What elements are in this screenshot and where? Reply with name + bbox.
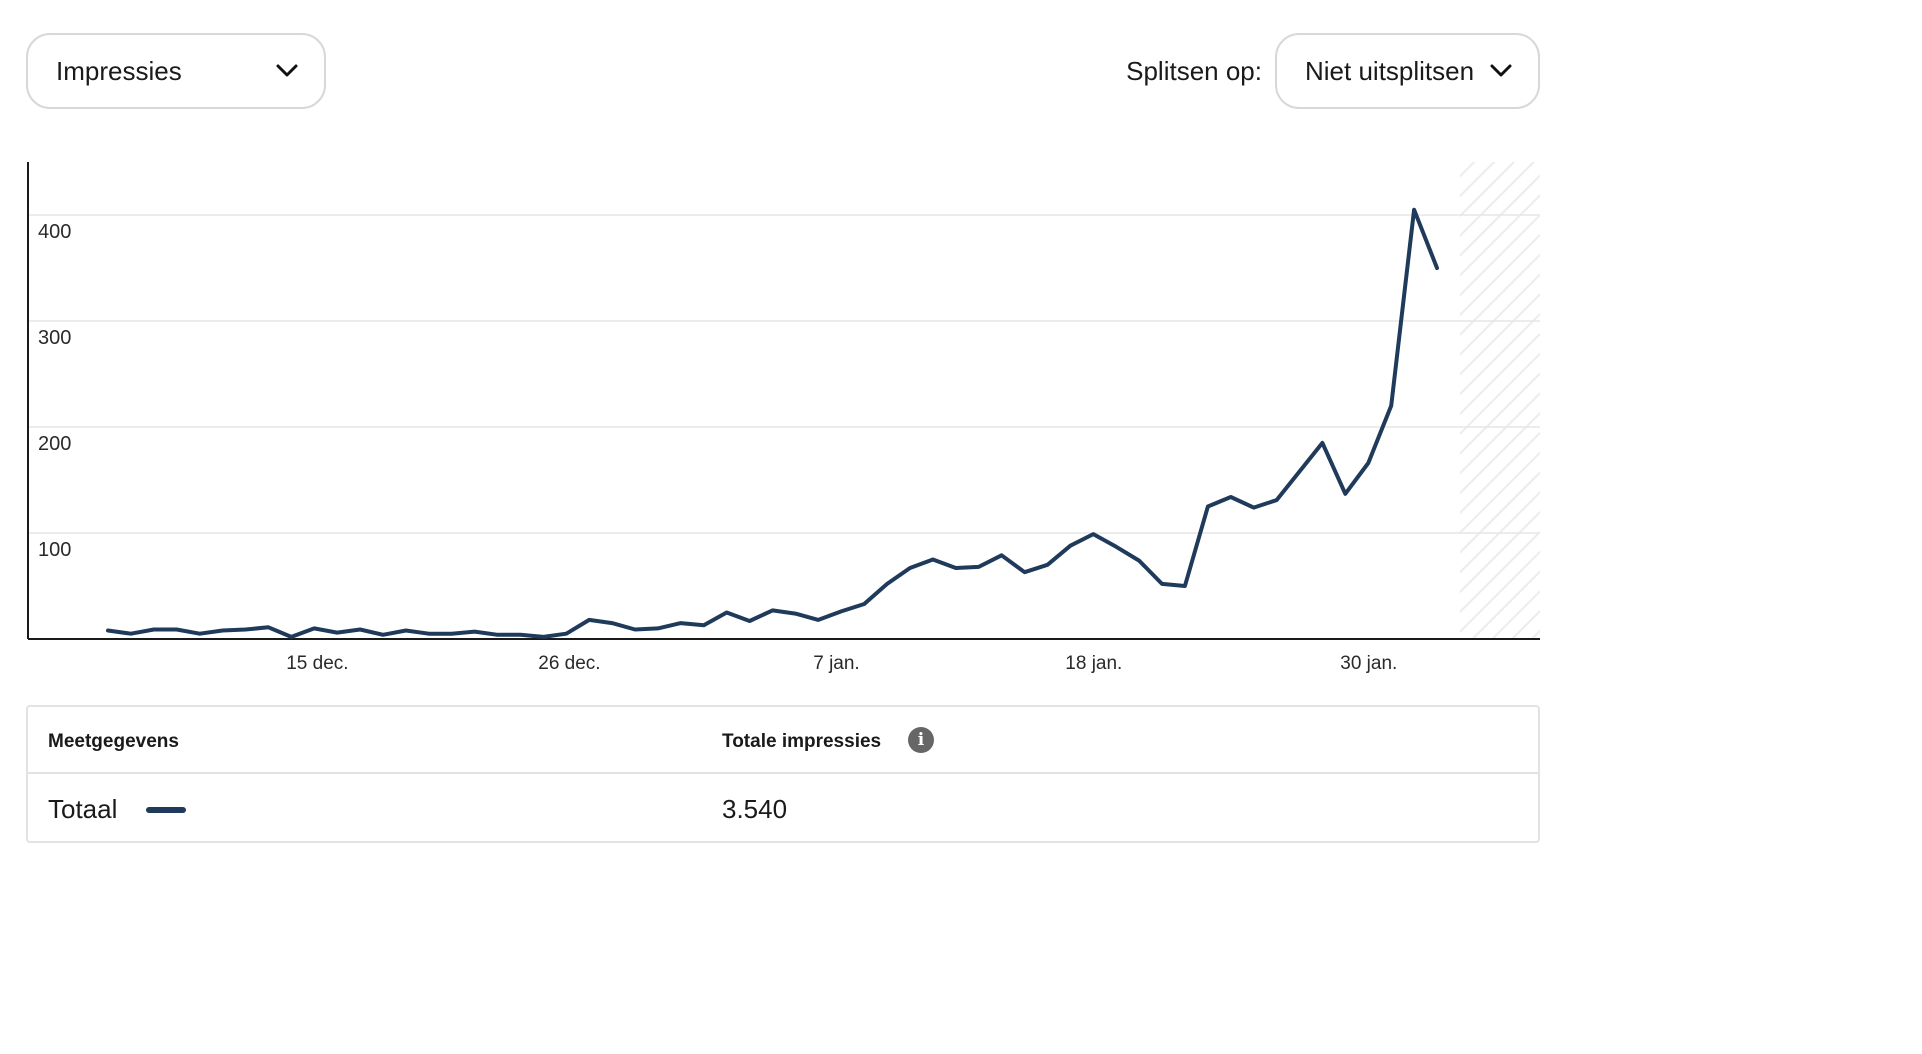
data-point[interactable]: [1274, 497, 1280, 503]
table-header-row: Meetgegevens Totale impressies i: [28, 707, 1538, 774]
split-by-dropdown-label: Niet uitsplitsen: [1305, 55, 1475, 86]
data-point[interactable]: [1067, 543, 1073, 549]
data-point[interactable]: [861, 601, 867, 607]
data-point[interactable]: [747, 618, 753, 624]
data-point[interactable]: [884, 581, 890, 587]
data-point[interactable]: [265, 624, 271, 630]
gridlines: [28, 214, 1540, 534]
chevron-down-icon: [1488, 58, 1514, 84]
data-point[interactable]: [563, 631, 569, 637]
data-point[interactable]: [1388, 403, 1394, 409]
data-point[interactable]: [999, 552, 1005, 558]
row-value-total: 3.540: [722, 794, 788, 824]
x-tick-label: 15 dec.: [286, 653, 348, 674]
data-point[interactable]: [517, 632, 523, 638]
legend-line-swatch: [146, 807, 186, 813]
data-point[interactable]: [1044, 562, 1050, 568]
data-point[interactable]: [472, 629, 478, 635]
data-point[interactable]: [815, 617, 821, 623]
data-point[interactable]: [151, 626, 157, 632]
data-point[interactable]: [220, 628, 226, 634]
data-point[interactable]: [449, 631, 455, 637]
data-point[interactable]: [976, 564, 982, 570]
metrics-table: Meetgegevens Totale impressies i Totaal …: [26, 705, 1540, 843]
series-line-totaal: [106, 207, 1439, 639]
metric-dropdown[interactable]: Impressies: [26, 33, 326, 109]
y-axis-ticks: 100 200 300 400: [38, 221, 71, 561]
data-point[interactable]: [540, 634, 546, 640]
data-point[interactable]: [907, 565, 913, 571]
x-tick-label: 30 jan.: [1340, 653, 1397, 674]
data-point[interactable]: [953, 565, 959, 571]
data-point[interactable]: [1297, 469, 1303, 475]
data-point[interactable]: [1342, 491, 1348, 497]
header-total-impressions: Totale impressies: [722, 731, 882, 752]
data-point[interactable]: [1411, 207, 1417, 213]
data-point[interactable]: [1159, 581, 1165, 587]
data-point[interactable]: [1365, 460, 1371, 466]
data-point[interactable]: [1090, 531, 1096, 537]
data-point[interactable]: [655, 625, 661, 631]
data-point[interactable]: [1136, 558, 1142, 564]
impressions-chart: 100 200 300 400 15 dec. 26 dec. 7 jan. 18 jan.…: [0, 150, 1560, 690]
table-row: Totaal 3.540: [28, 774, 1538, 843]
data-point[interactable]: [632, 626, 638, 632]
data-point[interactable]: [426, 631, 432, 637]
x-tick-label: 18 jan.: [1065, 653, 1122, 674]
metric-dropdown-label: Impressies: [56, 55, 182, 86]
data-point[interactable]: [288, 634, 294, 640]
data-point[interactable]: [1022, 569, 1028, 575]
data-point[interactable]: [770, 607, 776, 613]
data-point[interactable]: [701, 622, 707, 628]
info-icon[interactable]: i: [908, 727, 934, 753]
chevron-down-icon: [274, 58, 300, 84]
future-period-hatch: [1460, 162, 1540, 639]
data-point[interactable]: [174, 626, 180, 632]
series-group: [105, 207, 1440, 640]
header-metrics: Meetgegevens: [48, 731, 179, 752]
x-tick-label: 26 dec.: [538, 653, 600, 674]
data-point[interactable]: [311, 625, 317, 631]
x-axis-ticks: 15 dec. 26 dec. 7 jan. 18 jan. 30 jan.: [286, 653, 1397, 674]
data-point[interactable]: [1113, 544, 1119, 550]
data-point[interactable]: [380, 632, 386, 638]
data-point[interactable]: [792, 611, 798, 617]
data-point[interactable]: [357, 626, 363, 632]
data-point[interactable]: [197, 631, 203, 637]
data-point[interactable]: [586, 617, 592, 623]
data-point[interactable]: [1319, 440, 1325, 446]
data-point[interactable]: [128, 631, 134, 637]
data-point[interactable]: [495, 632, 501, 638]
data-point[interactable]: [1182, 583, 1188, 589]
y-tick-label: 400: [38, 221, 71, 243]
data-point[interactable]: [1251, 505, 1257, 511]
data-point[interactable]: [403, 628, 409, 634]
data-point[interactable]: [838, 608, 844, 614]
data-point[interactable]: [105, 628, 111, 634]
split-by-dropdown[interactable]: Niet uitsplitsen: [1275, 33, 1540, 109]
data-point[interactable]: [1205, 504, 1211, 510]
data-point[interactable]: [1434, 265, 1440, 271]
data-point[interactable]: [1228, 494, 1234, 500]
row-label-total: Totaal: [48, 794, 118, 824]
data-point[interactable]: [930, 557, 936, 563]
split-by-label: Splitsen op:: [1126, 56, 1262, 86]
y-tick-label: 300: [38, 327, 71, 349]
data-point[interactable]: [334, 630, 340, 636]
y-tick-label: 100: [38, 539, 71, 561]
data-point[interactable]: [609, 620, 615, 626]
data-point[interactable]: [724, 610, 730, 616]
y-tick-label: 200: [38, 433, 71, 455]
x-tick-label: 7 jan.: [813, 653, 859, 674]
data-point[interactable]: [678, 620, 684, 626]
data-point[interactable]: [242, 626, 248, 632]
